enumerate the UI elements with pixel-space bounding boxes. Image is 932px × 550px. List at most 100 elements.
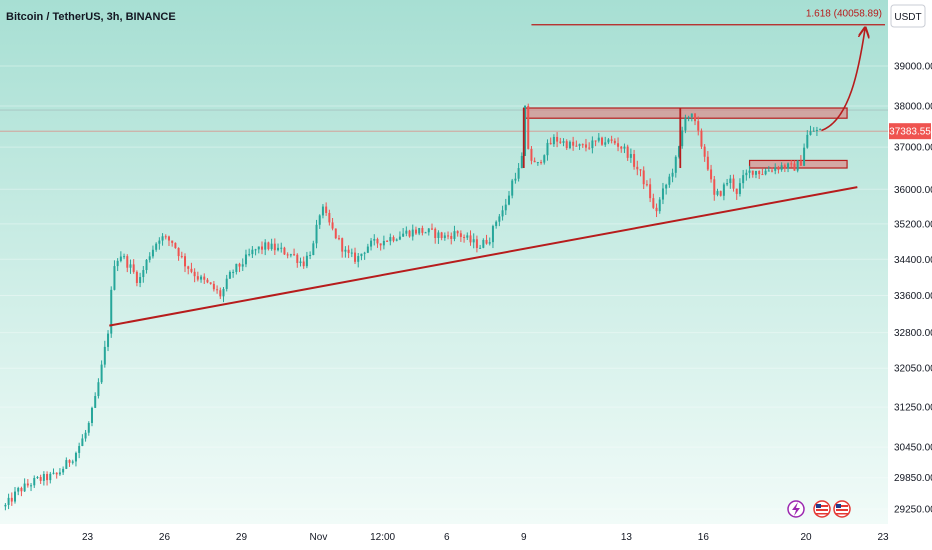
support-trendline: [109, 186, 858, 327]
candle-body: [174, 242, 177, 249]
y-tick-label: 37000.00: [894, 143, 932, 154]
candle: [219, 287, 222, 300]
candle: [588, 142, 591, 150]
candle-body: [488, 242, 491, 244]
candle-body: [674, 156, 677, 173]
candle: [14, 487, 17, 504]
candle-body: [642, 170, 645, 185]
candle: [774, 163, 777, 175]
candle-body: [414, 229, 417, 234]
candle-body: [777, 167, 780, 170]
candle-body: [437, 232, 440, 239]
candle: [597, 132, 600, 143]
lightning-icon[interactable]: [787, 500, 805, 518]
candle-body: [498, 216, 501, 222]
candle-body: [161, 236, 164, 241]
candle: [363, 251, 366, 260]
candle-body: [395, 239, 398, 241]
candle-body: [742, 175, 745, 184]
candle-body: [97, 382, 100, 397]
candle-body: [293, 254, 296, 256]
candle: [264, 239, 267, 256]
candle: [527, 103, 530, 150]
candle-body: [661, 188, 664, 200]
currency-button[interactable]: USDT: [890, 4, 926, 28]
candle: [645, 180, 648, 187]
candle-body: [649, 184, 652, 199]
candle-body: [520, 155, 523, 169]
candle: [337, 235, 340, 241]
candle-body: [819, 129, 822, 131]
candle: [629, 148, 632, 163]
candle-body: [299, 261, 302, 263]
candle-body: [100, 364, 103, 383]
candle-body: [790, 163, 793, 165]
candle: [209, 282, 212, 285]
trendline-layer: [109, 29, 865, 327]
candle-body: [145, 259, 148, 271]
candle: [431, 223, 434, 230]
candle: [193, 268, 196, 283]
candle: [697, 116, 700, 136]
us-flag-icon[interactable]: [833, 500, 851, 518]
candle-body: [370, 240, 373, 247]
candle: [681, 126, 684, 149]
x-tick-label: 12:00: [370, 532, 395, 543]
candle: [601, 136, 604, 146]
candle-body: [815, 130, 818, 132]
candle: [379, 243, 382, 251]
candle: [610, 135, 613, 144]
candle: [684, 114, 687, 134]
candle-body: [793, 163, 796, 171]
candle: [540, 159, 543, 165]
us-flag-icon[interactable]: [813, 500, 831, 518]
candle: [135, 270, 138, 287]
candle: [382, 235, 385, 250]
candle-body: [700, 130, 703, 147]
candle-body: [119, 256, 122, 261]
candle-body: [177, 248, 180, 257]
candle-body: [363, 252, 366, 254]
candle-body: [350, 252, 353, 254]
candle-body: [87, 422, 90, 433]
candle: [7, 493, 10, 510]
candle: [119, 251, 122, 263]
candle-body: [206, 279, 209, 283]
y-tick-label: 31250.00: [894, 403, 932, 414]
candle: [463, 234, 466, 243]
candle-body: [485, 239, 488, 244]
candle-body: [155, 243, 158, 250]
candle-body: [212, 283, 215, 290]
current-price-label: 37383.55: [889, 123, 931, 140]
candle-body: [347, 249, 350, 253]
candle-body: [556, 136, 559, 142]
candle-body: [475, 239, 478, 248]
x-tick-label: 23: [877, 532, 889, 543]
candle: [472, 233, 475, 249]
candle: [694, 112, 697, 126]
candle: [793, 160, 796, 171]
candle-body: [386, 240, 389, 242]
candle: [225, 274, 228, 292]
candle-body: [254, 249, 257, 251]
candle-body: [267, 242, 270, 250]
candle-body: [71, 461, 74, 463]
candle: [764, 168, 767, 176]
candle: [671, 168, 674, 183]
candle: [447, 231, 450, 240]
candle: [716, 188, 719, 197]
candle-body: [65, 460, 68, 469]
candle-body: [190, 268, 193, 272]
candle-body: [424, 232, 427, 234]
candle-body: [511, 180, 514, 196]
candle: [26, 479, 29, 488]
candle: [81, 434, 84, 447]
candle: [581, 143, 584, 148]
time-scale-background: [0, 524, 888, 550]
candle-body: [379, 243, 382, 246]
candle: [354, 247, 357, 265]
candle: [440, 231, 443, 241]
candle-body: [745, 172, 748, 176]
x-tick-label: 6: [444, 532, 450, 543]
